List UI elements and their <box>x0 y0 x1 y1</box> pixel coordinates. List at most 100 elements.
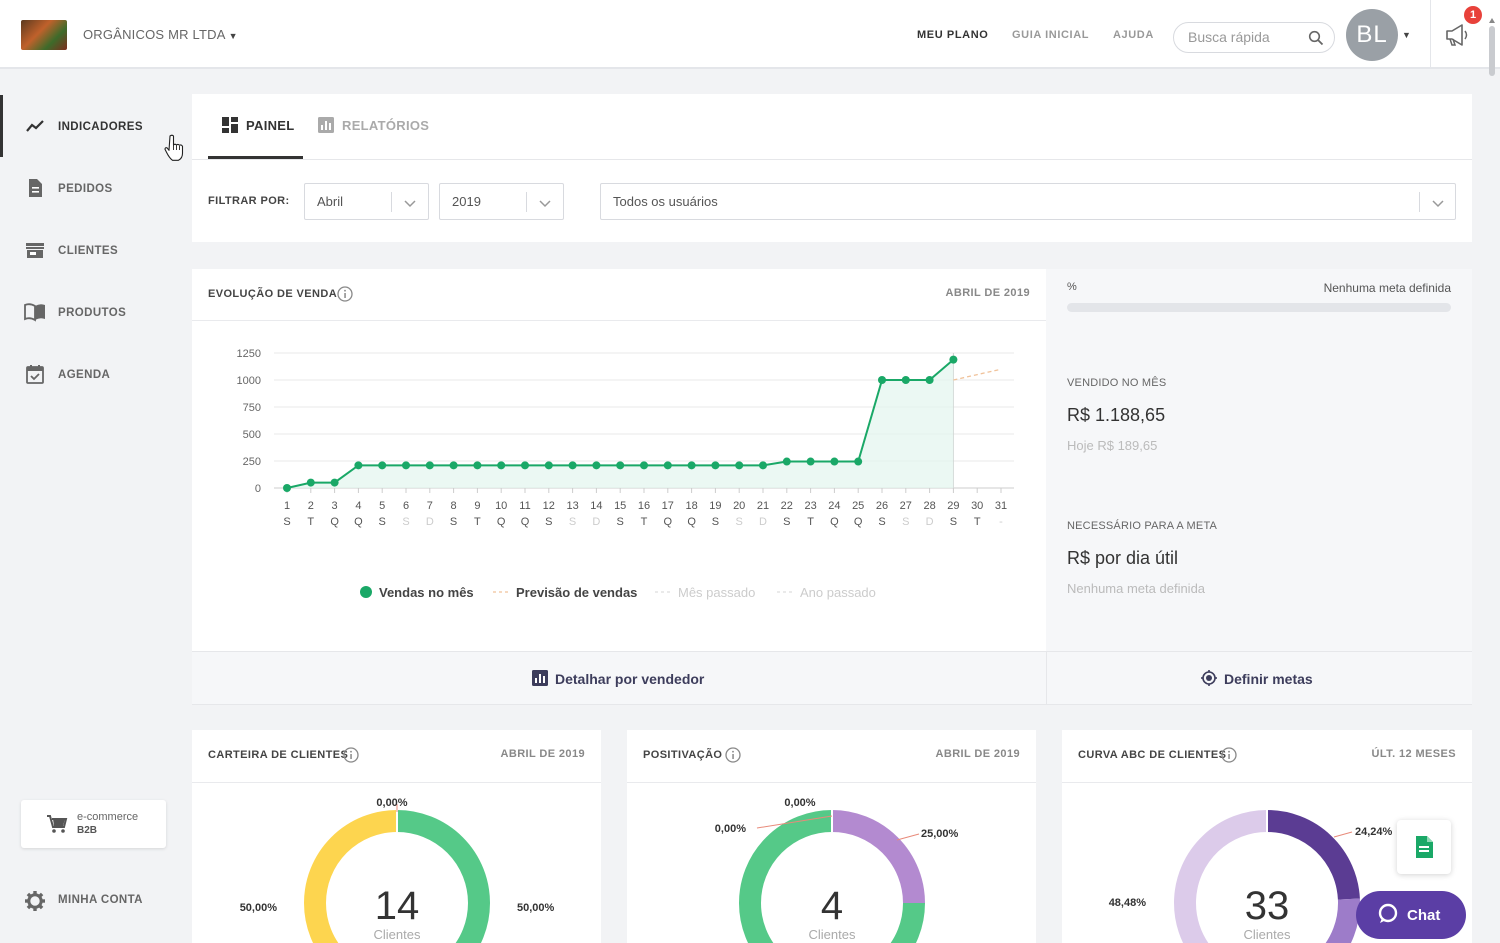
search-input[interactable] <box>1188 29 1308 45</box>
x-weekday-label: Q <box>521 516 530 528</box>
nav-guia-inicial[interactable]: GUIA INICIAL <box>1012 29 1090 41</box>
x-weekday-label: Q <box>687 516 696 528</box>
tab-relatorios[interactable]: RELATÓRIOS <box>318 116 438 160</box>
x-weekday-label: Q <box>854 516 863 528</box>
sidebar-item-indicadores[interactable]: INDICADORES <box>0 95 178 157</box>
x-tick-label: 3 <box>332 500 338 512</box>
export-sheet-button[interactable] <box>1397 820 1451 874</box>
tab-label: RELATÓRIOS <box>342 118 430 133</box>
x-weekday-label: T <box>307 516 314 528</box>
sidebar-item-agenda[interactable]: AGENDA <box>0 343 178 403</box>
info-icon[interactable] <box>1221 747 1237 763</box>
nav-meu-plano[interactable]: MEU PLANO <box>917 29 989 41</box>
divider <box>1430 0 1431 68</box>
divider <box>1046 652 1047 705</box>
ecommerce-sublabel: B2B <box>77 825 98 836</box>
needed-label: NECESSÁRIO PARA A META <box>1067 520 1218 532</box>
chat-label: Chat <box>1407 907 1441 924</box>
legend-label: Previsão de vendas <box>516 585 637 600</box>
goal-status: Nenhuma meta definida <box>1323 281 1451 295</box>
data-point <box>782 457 791 466</box>
y-tick-label: 250 <box>243 456 261 468</box>
quick-search[interactable] <box>1173 22 1335 53</box>
donut-slice <box>739 810 925 943</box>
chevron-down-icon[interactable] <box>538 196 552 210</box>
data-point <box>449 461 458 470</box>
x-weekday-label: S <box>736 516 743 528</box>
x-tick-label: 9 <box>474 500 480 512</box>
caret-down-icon[interactable]: ▼ <box>1402 30 1411 40</box>
legend-marker <box>360 586 372 598</box>
label-leader <box>896 833 920 841</box>
sidebar-item-label: PEDIDOS <box>58 183 113 195</box>
donut-center-value: 14 <box>375 884 420 928</box>
slice-label: 0,00% <box>784 797 815 809</box>
data-point <box>925 376 934 384</box>
slice-label: 50,00% <box>240 902 278 914</box>
scroll-up-icon[interactable] <box>1489 18 1495 23</box>
x-tick-label: 15 <box>614 500 626 512</box>
sidebar-item-produtos[interactable]: PRODUTOS <box>0 281 178 341</box>
needed-value: R$ por dia útil <box>1067 548 1179 568</box>
chevron-down-icon[interactable] <box>1431 196 1445 210</box>
data-point <box>402 461 410 470</box>
megaphone-icon[interactable] <box>1444 22 1472 48</box>
y-tick-label: 1000 <box>237 375 261 387</box>
tab-painel[interactable]: PAINEL <box>222 116 302 160</box>
avatar[interactable]: BL <box>1346 9 1398 61</box>
donut-center-value: 4 <box>821 884 843 928</box>
sidebar-item-pedidos[interactable]: PEDIDOS <box>0 157 178 217</box>
x-weekday-label: S <box>878 516 885 528</box>
label-leader <box>756 815 833 829</box>
x-tick-label: 2 <box>308 500 314 512</box>
x-weekday-label: S <box>283 516 290 528</box>
caret-down-icon: ▼ <box>228 31 238 41</box>
divider <box>627 782 1036 783</box>
filter-label: FILTRAR POR: <box>208 195 290 207</box>
data-point <box>568 461 577 470</box>
chevron-down-icon[interactable] <box>403 196 417 210</box>
divider <box>391 192 392 212</box>
scrollbar-thumb[interactable] <box>1489 26 1495 76</box>
donut-slice <box>1266 810 1360 900</box>
info-icon[interactable] <box>337 286 353 302</box>
sales-evolution-card: EVOLUÇÃO DE VENDA ABRIL DE 2019 0 250 500 7… <box>192 269 1046 651</box>
x-tick-label: 23 <box>804 500 816 512</box>
donut-slice <box>396 810 490 943</box>
x-weekday-label: S <box>379 516 386 528</box>
chat-button[interactable]: Chat <box>1356 891 1466 939</box>
company-selector[interactable]: ORGÂNICOS MR LTDA ▼ <box>83 27 238 42</box>
x-tick-label: 11 <box>519 500 530 512</box>
info-icon[interactable] <box>343 747 359 763</box>
sidebar-item-minha-conta[interactable]: MINHA CONTA <box>0 881 178 921</box>
sidebar-item-clientes[interactable]: CLIENTES <box>0 219 178 279</box>
nav-ajuda[interactable]: AJUDA <box>1113 29 1154 41</box>
company-logo[interactable] <box>21 20 67 50</box>
x-weekday-label: T <box>807 516 814 528</box>
donut-slice <box>1325 898 1360 943</box>
active-tab-indicator <box>208 156 303 159</box>
x-tick-label: 14 <box>590 500 602 512</box>
slice-label: 0,00% <box>376 797 407 809</box>
x-weekday-label: S <box>450 516 457 528</box>
y-tick-label: 0 <box>255 483 261 495</box>
tab-label: PAINEL <box>246 118 295 133</box>
ecommerce-b2b-button[interactable]: e-commerce B2B <box>21 800 166 848</box>
sales-line-chart: 0250500750100012501S2T3Q4Q5S6S7D8S9T10Q1… <box>237 348 1014 600</box>
data-point <box>901 376 910 384</box>
users-select[interactable]: Todos os usuários <box>600 183 1456 220</box>
month-value: Abril <box>317 194 344 209</box>
sold-label: VENDIDO NO MÊS <box>1067 377 1167 389</box>
month-select[interactable]: Abril <box>304 183 429 220</box>
year-select[interactable]: 2019 <box>439 183 564 220</box>
sidebar-item-label: INDICADORES <box>58 121 143 133</box>
divider <box>1419 192 1420 212</box>
search-icon[interactable] <box>1308 30 1324 46</box>
data-point <box>378 461 387 470</box>
info-icon[interactable] <box>725 747 741 763</box>
x-tick-label: 24 <box>828 500 840 512</box>
scrollbar[interactable] <box>1487 18 1497 943</box>
data-point <box>283 484 291 492</box>
gear-icon <box>25 891 45 911</box>
document-icon <box>29 179 42 197</box>
